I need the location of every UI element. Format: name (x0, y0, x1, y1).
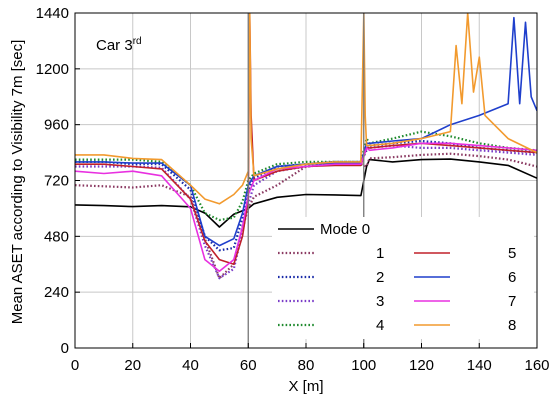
chart-annotation: Car 3rd (96, 36, 142, 54)
series-layer (75, 13, 537, 280)
y-tick-label: 960 (44, 117, 69, 134)
legend-label: 8 (508, 317, 516, 334)
legend: Mode 0 1 2 3 4 5 6 7 8 (272, 217, 534, 339)
legend-label: 3 (376, 293, 384, 310)
x-tick-label: 80 (298, 357, 315, 374)
y-tick-label: 480 (44, 228, 69, 245)
legend-label: 4 (376, 317, 384, 334)
x-axis-label: X [m] (288, 378, 323, 395)
x-tick-label: 160 (524, 357, 549, 374)
series-line-0 (75, 158, 537, 228)
axis-ticks: 0 20 40 60 80 100 120 140 1600240480720960120014… (36, 5, 550, 374)
x-tick-label: 20 (124, 357, 141, 374)
y-axis-label: Mean ASET according to Visibility 7m [se… (9, 40, 26, 325)
x-tick-label: 100 (351, 357, 376, 374)
x-tick-label: 60 (240, 357, 257, 374)
series-line-8 (75, 13, 537, 205)
y-tick-label: 0 (61, 340, 69, 357)
x-tick-label: 120 (409, 357, 434, 374)
series-line-2 (75, 139, 537, 252)
y-tick-label: 1440 (36, 5, 69, 22)
x-tick-label: 140 (467, 357, 492, 374)
x-tick-label: 40 (182, 357, 199, 374)
y-tick-label: 720 (44, 173, 69, 190)
x-tick-label: 0 (71, 357, 79, 374)
series-line-6 (75, 16, 537, 247)
legend-label: 1 (376, 245, 384, 262)
y-tick-label: 1200 (36, 61, 69, 78)
legend-background (272, 217, 534, 339)
y-tick-label: 240 (44, 284, 69, 301)
legend-label: Mode 0 (320, 221, 370, 238)
legend-label: 2 (376, 269, 384, 286)
legend-label: 6 (508, 269, 516, 286)
legend-label: 7 (508, 293, 516, 310)
series-line-1 (75, 152, 537, 280)
annotation-superscript: rd (133, 36, 142, 47)
legend-label: 5 (508, 245, 516, 262)
